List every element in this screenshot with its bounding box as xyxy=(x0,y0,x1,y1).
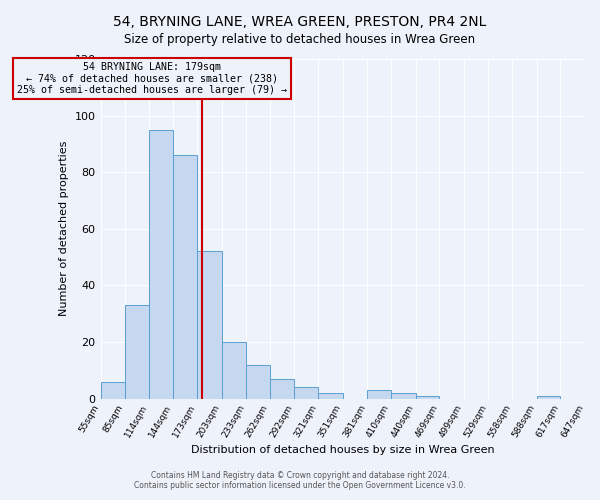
Bar xyxy=(318,393,343,398)
Y-axis label: Number of detached properties: Number of detached properties xyxy=(59,141,69,316)
Text: 54, BRYNING LANE, WREA GREEN, PRESTON, PR4 2NL: 54, BRYNING LANE, WREA GREEN, PRESTON, P… xyxy=(113,15,487,29)
Bar xyxy=(246,364,270,398)
Bar xyxy=(221,342,246,398)
Bar xyxy=(367,390,391,398)
Bar xyxy=(391,393,416,398)
Bar xyxy=(416,396,439,398)
Text: Size of property relative to detached houses in Wrea Green: Size of property relative to detached ho… xyxy=(124,32,476,46)
Text: 54 BRYNING LANE: 179sqm
← 74% of detached houses are smaller (238)
25% of semi-d: 54 BRYNING LANE: 179sqm ← 74% of detache… xyxy=(17,62,287,95)
Bar xyxy=(270,379,295,398)
Bar xyxy=(173,155,197,398)
Bar xyxy=(537,396,560,398)
Bar xyxy=(101,382,125,398)
X-axis label: Distribution of detached houses by size in Wrea Green: Distribution of detached houses by size … xyxy=(191,445,494,455)
Text: Contains HM Land Registry data © Crown copyright and database right 2024.
Contai: Contains HM Land Registry data © Crown c… xyxy=(134,470,466,490)
Bar xyxy=(197,252,221,398)
Bar xyxy=(295,388,318,398)
Bar xyxy=(125,305,149,398)
Bar xyxy=(149,130,173,398)
